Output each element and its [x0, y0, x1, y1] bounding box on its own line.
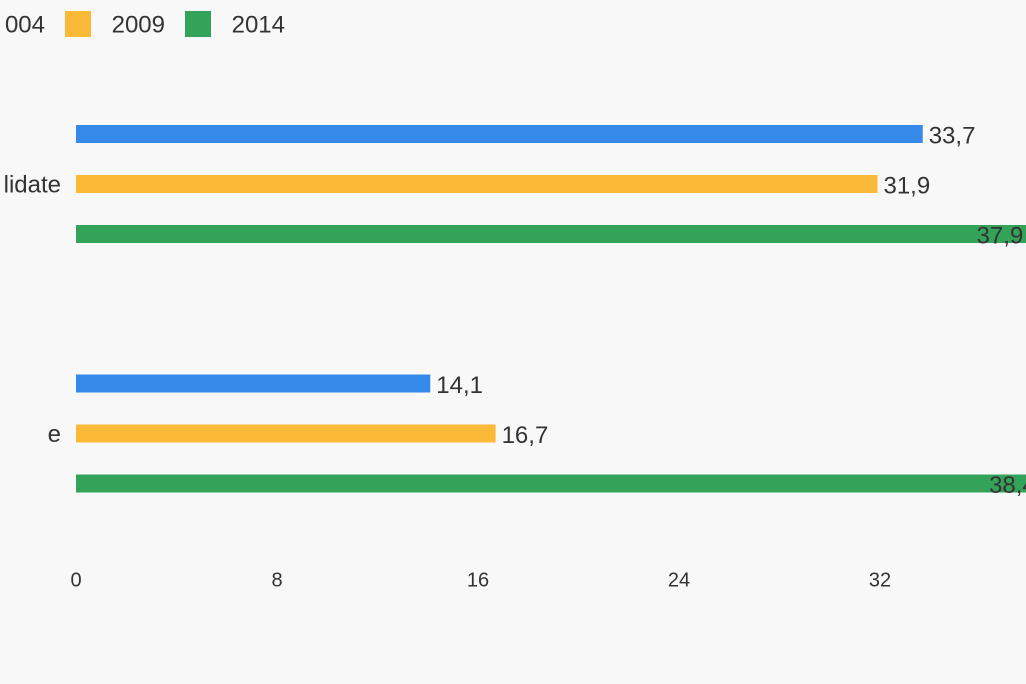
- bar: [76, 125, 923, 143]
- x-tick-label: 0: [70, 569, 81, 591]
- bar: [76, 175, 878, 193]
- legend-label: 2014: [232, 11, 285, 38]
- bar: [76, 424, 496, 443]
- bar: [76, 474, 1026, 493]
- legend-label: 2009: [112, 11, 165, 38]
- value-label: 16,7: [502, 422, 549, 449]
- category-label: e: [48, 421, 61, 448]
- value-label: 31,9: [883, 172, 930, 199]
- x-tick-label: 8: [271, 569, 282, 591]
- value-label: 33,7: [929, 122, 976, 149]
- bar: [76, 374, 431, 393]
- value-label: 14,1: [436, 372, 483, 399]
- x-tick-label: 24: [668, 569, 690, 591]
- legend-swatch: [65, 11, 91, 37]
- value-label: 38,4: [989, 472, 1026, 499]
- legend-label: 004: [5, 11, 45, 38]
- x-tick-label: 32: [869, 569, 891, 591]
- value-label: 37,9: [977, 222, 1024, 249]
- category-label: lidate: [4, 171, 61, 198]
- legend-swatch: [185, 11, 211, 37]
- x-tick-label: 16: [467, 569, 489, 591]
- bar: [76, 225, 1026, 243]
